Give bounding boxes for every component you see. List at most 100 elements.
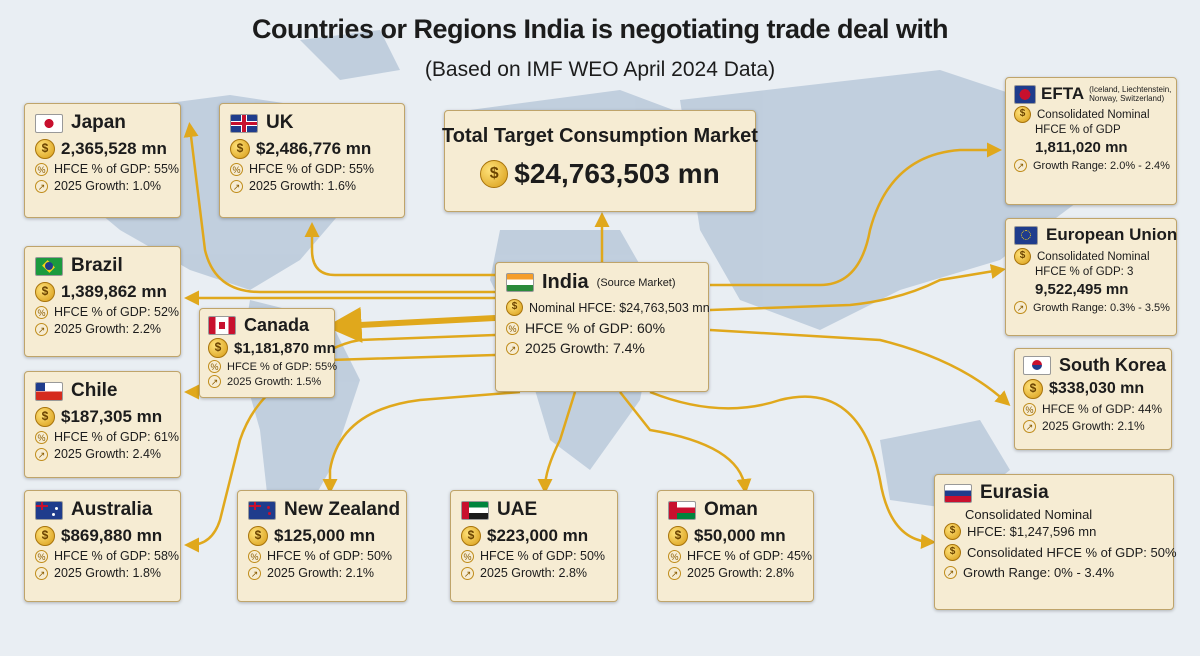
growth-icon: ↗ [461,566,474,580]
efta-flags-icon [1014,84,1036,104]
dollar-coin-icon: $ [944,523,961,540]
canada-value: $1,181,870 mn [234,339,336,357]
uk-name: UK [266,112,294,133]
japan-value: 2,365,528 mn [61,139,167,158]
growth-icon: ↗ [230,179,243,193]
india-hfce-value: Nominal HFCE: $24,763,503 mn [529,300,710,315]
growth-icon: ↗ [944,566,957,579]
dollar-coin-icon: $ [1014,106,1031,123]
growth-icon: ↗ [35,322,48,336]
total-market-value: $24,763,503 mn [514,158,720,189]
japan-growth: 2025 Growth: 1.0% [54,179,162,193]
percent-icon: % [248,549,261,563]
oman-growth: 2025 Growth: 2.8% [687,566,795,580]
efta-card: EFTA (Iceland, Liechtenstein, Norway, Sw… [1005,77,1177,205]
australia-name: Australia [71,499,153,520]
canada-card: Canada $ $1,181,870 mn % HFCE % of GDP: 55… [199,308,338,398]
chile-growth: 2025 Growth: 2.4% [54,447,162,461]
chile-card: Chile $ $187,305 mn % HFCE % of GDP: 61% ↗… [24,371,181,478]
percent-icon: % [230,162,243,176]
eu-flag-icon [1014,225,1038,245]
brazil-name: Brazil [71,255,123,276]
uae-flag-icon [461,500,489,520]
brazil-flag-icon [35,256,63,276]
india-hfce-pct: HFCE % of GDP: 60% [525,320,666,336]
growth-icon: ↗ [668,566,681,580]
australia-card: Australia $ $869,880 mn % HFCE % of GDP: 5… [24,490,181,602]
growth-icon: ↗ [35,447,48,461]
brazil-growth: 2025 Growth: 2.2% [54,322,162,336]
canada-name: Canada [244,315,310,335]
growth-icon: ↗ [506,341,519,355]
eu-card: European Union $ Consolidated Nominal HFC… [1005,218,1177,336]
uae-growth: 2025 Growth: 2.8% [480,566,588,580]
efta-growth: Growth Range: 2.0% - 2.4% [1033,159,1170,172]
india-name: India [542,271,589,293]
japan-flag-icon [35,113,63,133]
growth-icon: ↗ [1014,159,1027,172]
australia-growth: 2025 Growth: 1.8% [54,566,162,580]
efta-note-1: (Iceland, Liechtenstein, [1089,85,1172,94]
dollar-coin-icon: $ [944,544,961,561]
eu-growth: Growth Range: 0.3% - 3.5% [1033,301,1170,314]
uae-card: UAE $ $223,000 mn % HFCE % of GDP: 50% ↗ 20… [450,490,618,602]
canada-growth: 2025 Growth: 1.5% [227,375,322,388]
newzealand-name: New Zealand [284,499,401,520]
percent-icon: % [35,430,48,444]
percent-icon: % [1023,402,1036,416]
dollar-coin-icon: $ [35,139,55,159]
newzealand-card: New Zealand $ $125,000 mn % HFCE % of GDP:… [237,490,407,602]
eurasia-growth: Growth Range: 0% - 3.4% [963,565,1115,580]
eurasia-name: Eurasia [980,482,1049,503]
page-subtitle: (Based on IMF WEO April 2024 Data) [424,58,776,81]
percent-icon: % [208,360,221,373]
australia-hfce: HFCE % of GDP: 58% [54,549,180,563]
growth-icon: ↗ [35,179,48,193]
dollar-coin-icon: $ [668,526,688,546]
dollar-coin-icon: $ [248,526,268,546]
japan-card: Japan $2,365,528 mn % HFCE % of GDP: 55% … [24,103,181,218]
oman-hfce: HFCE % of GDP: 45% [687,549,813,563]
percent-icon: % [35,162,48,176]
newzealand-flag-icon [248,500,276,520]
dollar-coin-icon: $ [1014,248,1031,265]
efta-line2: HFCE % of GDP [1035,124,1121,136]
growth-icon: ↗ [35,566,48,580]
chile-name: Chile [71,380,118,401]
growth-icon: ↗ [208,375,221,388]
growth-icon: ↗ [1014,301,1027,314]
efta-name: EFTA [1041,84,1085,103]
eurasia-card: Eurasia Consolidated Nominal $ HFCE: $1,2… [934,474,1177,610]
canada-flag-icon [208,316,236,335]
oman-card: Oman $ $50,000 mn % HFCE % of GDP: 45% ↗ 20… [657,490,814,602]
canada-hfce: HFCE % of GDP: 55% [227,360,338,373]
korea-name: South Korea [1059,355,1167,375]
eu-value: 9,522,495 mn [1035,281,1129,298]
newzealand-value: $125,000 mn [274,526,376,545]
percent-icon: % [35,305,48,319]
eurasia-hfce: Consolidated HFCE % of GDP: 50% [967,545,1177,560]
dollar-coin-icon: $ [35,407,55,427]
dollar-coin-icon: $ [230,139,250,159]
dollar-coin-icon: $ [480,160,509,188]
page-title: Countries or Regions India is negotiatin… [251,14,949,44]
japan-name: Japan [71,112,126,133]
dollar-coin-icon: $ [208,338,228,358]
japan-hfce: HFCE % of GDP: 55% [54,162,180,176]
australia-value: $869,880 mn [61,526,163,545]
efta-line1: Consolidated Nominal [1037,108,1150,121]
oman-flag-icon [668,500,696,520]
eurasia-line2: HFCE: $1,247,596 mn [967,524,1097,539]
uk-value: $2,486,776 mn [256,139,372,158]
uae-name: UAE [497,499,538,520]
uk-card: UK $ $2,486,776 mn % HFCE % of GDP: 55% ↗ 2… [219,103,405,218]
korea-card: South Korea $ $338,030 mn % HFCE % of GDP:… [1014,348,1172,450]
uk-hfce: HFCE % of GDP: 55% [249,162,375,176]
efta-note-2: Norway, Switzerland) [1089,94,1165,103]
eu-name: European Union [1046,225,1178,244]
india-flag-icon [506,273,534,292]
dollar-coin-icon: $ [461,526,481,546]
uk-flag-icon [230,113,258,133]
brazil-value: 1,389,862 mn [61,282,167,301]
brazil-hfce: HFCE % of GDP: 52% [54,305,180,319]
